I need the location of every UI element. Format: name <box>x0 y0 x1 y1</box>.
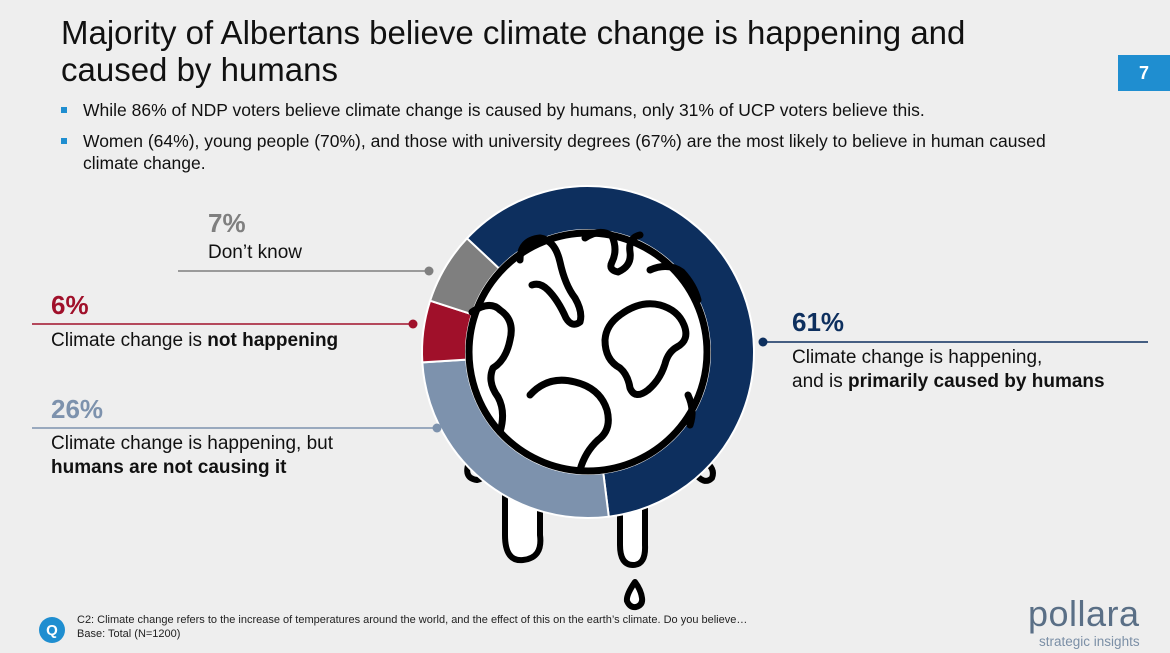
data-label-not-humans-bold: humans are not causing it <box>51 457 287 478</box>
page-title: Majority of Albertans believe climate ch… <box>61 14 966 88</box>
bullet-square-icon <box>61 138 67 144</box>
data-label-humans-line1: Climate change is happening, <box>792 347 1043 368</box>
footer-question: C2: Climate change refers to the increas… <box>77 614 748 626</box>
leader-dot-humans <box>758 337 768 347</box>
data-label-not-humans-line2: humans are not causing it <box>51 456 333 480</box>
data-label-humans-bold: primarily caused by humans <box>847 371 1105 392</box>
data-label-not-humans: Climate change is happening, but humans … <box>51 432 333 480</box>
bullet-list: While 86% of NDP voters believe climate … <box>61 99 1071 183</box>
bullet-item: Women (64%), young people (70%), and tho… <box>61 130 1071 174</box>
data-label-not-humans-pct: 26% <box>51 394 104 424</box>
question-icon: Q <box>39 617 65 643</box>
footer-note: C2: Climate change refers to the increas… <box>77 613 747 641</box>
data-label-humans-line2: and is primarily caused by humans <box>792 370 1105 394</box>
data-label-not-happening-pct: 6% <box>51 290 89 320</box>
data-label-not-happening-prefix: Climate change is <box>51 330 208 351</box>
data-label-humans: Climate change is happening, and is prim… <box>792 346 1105 394</box>
data-label-humans-pct: 61% <box>792 307 845 337</box>
data-label-dont-know-pct: 7% <box>208 208 246 238</box>
data-label-dont-know: Don’t know <box>208 242 302 263</box>
data-label-not-happening: Climate change is not happening <box>51 329 338 353</box>
bullet-item: While 86% of NDP voters believe climate … <box>61 99 1071 121</box>
data-label-not-humans-line1: Climate change is happening, but <box>51 433 334 454</box>
leader-dot-not-humans <box>432 423 442 433</box>
data-label-not-happening-bold: not happening <box>207 330 339 351</box>
globe-icon <box>465 229 711 475</box>
leader-dot-dont-know <box>424 266 434 276</box>
pollara-logo: pollara strategic insights <box>1028 596 1140 650</box>
data-label-humans-prefix: and is <box>792 371 848 392</box>
logo-name: pollara <box>1028 593 1140 634</box>
bullet-square-icon <box>61 107 67 113</box>
bullet-text: Women (64%), young people (70%), and tho… <box>83 131 1046 173</box>
footer-base: Base: Total (N=1200) <box>77 628 181 640</box>
bullet-text: While 86% of NDP voters believe climate … <box>83 100 925 120</box>
logo-tagline: strategic insights <box>1039 634 1140 649</box>
page-number: 7 <box>1118 55 1170 91</box>
leader-dot-not-happening <box>408 319 418 329</box>
